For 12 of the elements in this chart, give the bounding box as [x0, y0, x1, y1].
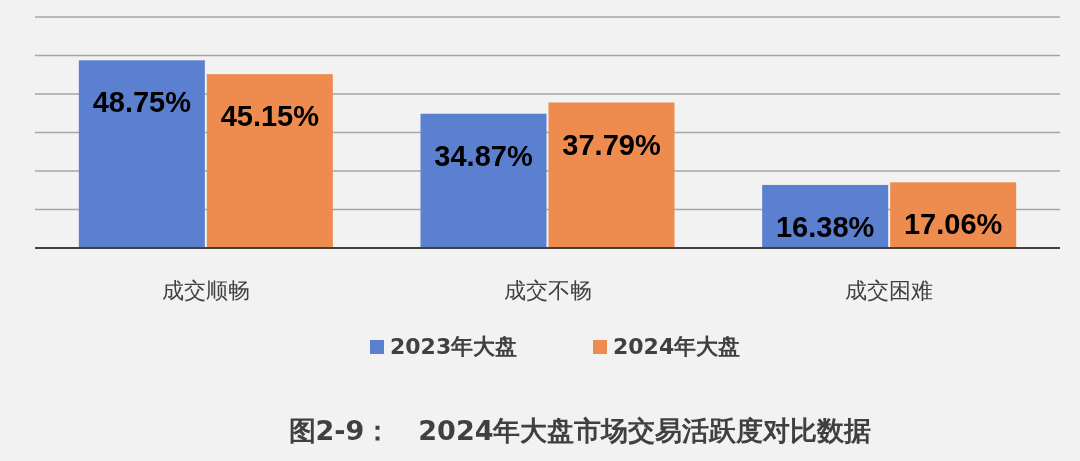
legend-label: 2023年大盘 [390, 334, 518, 359]
data-label: 16.38% [775, 210, 875, 243]
legend-label: 2024年大盘 [613, 334, 741, 359]
data-label: 34.87% [434, 139, 533, 172]
title: 图2-9： 2024年大盘市场交易活跃度对比数据 [288, 415, 872, 446]
category: 成交不畅 [503, 278, 592, 303]
data-label: 17.06% [903, 208, 1003, 241]
category: 成交困难 [845, 278, 934, 303]
data-label: 37.79% [562, 128, 661, 161]
data-label: 48.75% [92, 86, 192, 119]
category: 成交顺畅 [161, 278, 250, 303]
data-label: 45.15% [220, 100, 320, 133]
